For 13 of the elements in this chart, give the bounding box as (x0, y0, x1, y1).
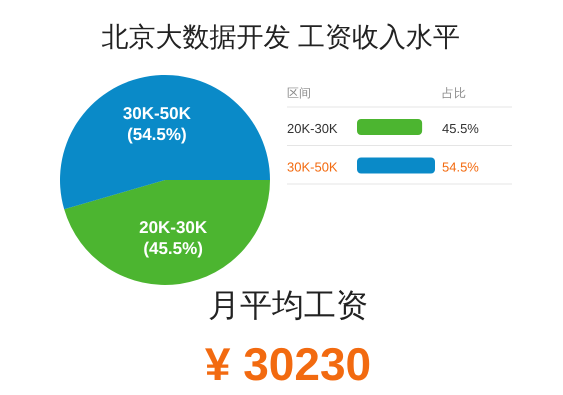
chart-title: 北京大数据开发 工资收入水平 (102, 22, 460, 52)
slice-label: 20K-30K (139, 218, 208, 238)
text: ¥ 30230 (204, 338, 372, 390)
data-label: 54.5% (442, 160, 480, 174)
data-label: (45.5%) (143, 239, 203, 258)
text: 月平均工资 (208, 287, 368, 323)
data-label: (54.5%) (127, 124, 187, 144)
text: 区间 (287, 86, 311, 100)
pie-slice (60, 75, 270, 210)
slice-label: 30K-50K (122, 104, 192, 123)
data-label: 45.5% (442, 121, 480, 136)
text: 占比 (442, 86, 466, 100)
pie-slice (64, 180, 270, 285)
